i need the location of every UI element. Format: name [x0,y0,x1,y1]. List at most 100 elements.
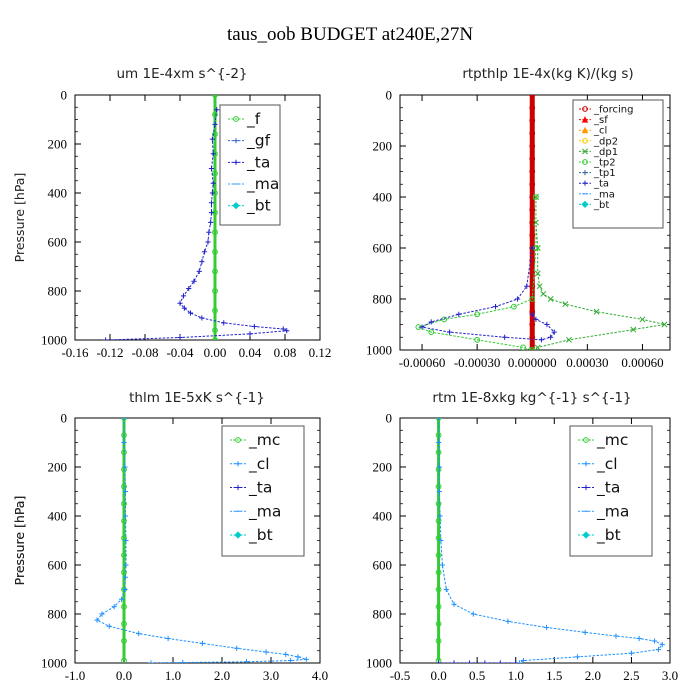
data-point-cl [165,635,171,642]
data-point-ta [187,310,194,316]
data-point-cl [122,513,129,519]
x-tick-label: 0.08 [274,345,297,360]
y-tick-label: 800 [48,284,68,299]
data-point-ta [514,296,521,302]
data-point-ta [210,151,216,157]
data-point-cl [582,629,588,635]
data-point-dp1 [547,296,554,302]
data-point-ta [186,285,192,292]
x-tick-label: -0.12 [96,345,123,360]
data-point-forcing [529,143,536,149]
legend-marker-bt [232,202,240,210]
data-point-ta [206,229,212,235]
data-point-forcing [529,155,536,162]
y-tick-label: 200 [373,139,393,154]
data-point-cl [288,657,294,663]
data-point-forcing [529,130,536,137]
x-tick-label: -1.0 [65,668,86,683]
data-point-f [212,288,218,294]
legend-label: _bt [593,200,609,211]
legend-marker-cl [235,461,241,467]
data-point-tp2 [529,347,536,350]
figure-suptitle: taus_oob BUDGET at240E,27N [227,24,473,45]
legend-label: _ma [593,189,615,200]
legend-label: _cl [248,455,270,474]
data-point-ta [199,259,205,265]
data-point-ta [428,319,434,325]
data-point-ta [533,316,539,322]
data-point-cl [436,488,442,495]
data-point-ta [196,268,202,274]
legend-label: _cl [596,455,618,474]
data-point-tp2 [533,194,539,200]
data-point-cl [295,654,301,660]
data-point-ta [177,300,183,306]
legend-label: _cl [593,126,607,137]
data-point-cl [543,624,550,631]
x-tick-label: 2.0 [214,668,230,683]
legend-label: _dp2 [593,136,618,147]
data-point-dp1 [630,326,637,333]
series-group [94,418,309,663]
legend-label: _mc [248,431,280,450]
data-point-dp1 [562,301,569,308]
x-tick-label: 0.000000 [508,355,557,370]
data-point-ta [210,180,216,186]
chart-panel-3: thlm 1E-5xK s^{-1} 0 200 400 600 800 1000-1.0 0… [12,390,328,683]
legend-marker-tp1 [582,170,588,176]
data-point-tp2 [474,336,481,343]
legend-marker-dp2 [582,137,588,144]
data-point-mc [435,500,442,507]
data-point-cl [520,657,527,663]
data-point-f [212,248,218,255]
data-point-cl [123,562,129,568]
data-point-ta [214,107,220,113]
y-tick-label: 400 [48,186,68,201]
data-point-cl [443,586,449,593]
y-tick-label: 1000 [366,343,392,358]
chart-title: thlm 1E-5xK s^{-1} [129,390,265,406]
data-point-cl [180,659,186,663]
data-point-ta [544,321,550,328]
y-tick-label: 600 [48,558,68,573]
legend-label: _ta [248,479,272,498]
y-axis-label: Pressure [hPa] [12,496,27,586]
plot-frame [74,94,321,341]
data-point-ta [205,239,211,245]
data-point-cl [613,633,619,639]
legend-label: _ma [248,502,281,521]
data-point-mc [121,432,127,439]
data-point-cl [263,649,269,655]
y-tick-label: 0 [61,88,68,103]
x-tick-label: -0.04 [166,345,194,360]
data-point-tp2 [474,311,481,318]
data-point-forcing [529,232,536,239]
data-point-ta [177,334,183,340]
y-tick-label: 1000 [366,656,392,671]
x-tick-label: 1.0 [508,668,524,683]
data-point-cl [470,611,476,617]
x-tick-label: 0.0 [116,668,132,683]
series-group [435,418,665,663]
data-point-forcing [529,168,536,175]
legend-marker-cl [583,461,589,467]
data-point-cl [122,574,129,580]
data-point-forcing [529,194,536,200]
data-point-ta [524,283,530,289]
data-point-cl [106,623,112,629]
data-point-ta [103,337,109,340]
legend-marker-sf [581,116,589,123]
x-tick-label: 0.0 [430,668,446,683]
legend-box [572,99,664,229]
legend-marker-cl [581,126,589,134]
data-point-ta [502,334,508,340]
data-point-tp2 [520,344,526,350]
data-point-forcing [529,283,536,290]
data-point-f [212,131,218,138]
y-tick-label: 0 [61,411,68,426]
data-point-cl [628,650,635,656]
data-point-cl [243,659,250,663]
data-point-ta [251,323,257,330]
x-tick-label: 0.00030 [566,355,608,370]
